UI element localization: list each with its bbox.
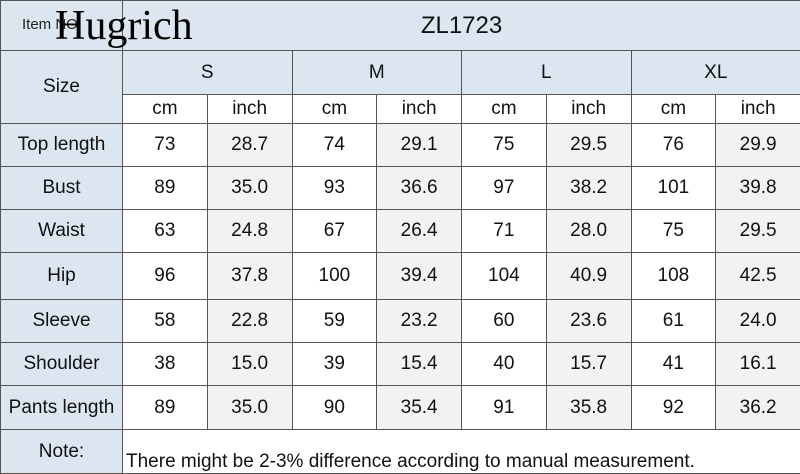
row-label: Sleeve [1, 300, 123, 343]
row-label: Bust [1, 167, 123, 210]
measurement: 29.5 [546, 124, 631, 167]
measurement: 35.8 [546, 386, 631, 430]
size-header: M [292, 51, 462, 95]
unit-header: inch [716, 95, 800, 124]
measurement: 97 [462, 167, 547, 210]
measurement: 37.8 [207, 253, 292, 300]
size-label: Size [1, 51, 123, 124]
measurement: 15.7 [546, 343, 631, 386]
measurement: 26.4 [377, 210, 462, 253]
measurement: 24.8 [207, 210, 292, 253]
measurement: 75 [631, 210, 716, 253]
measurement: 29.1 [377, 124, 462, 167]
measurement: 35.0 [207, 167, 292, 210]
unit-header: inch [207, 95, 292, 124]
measurement: 101 [631, 167, 716, 210]
measurement: 36.6 [377, 167, 462, 210]
row-label: Pants length [1, 386, 123, 430]
measurement: 28.7 [207, 124, 292, 167]
table-row: Note:There might be 2-3% difference acco… [1, 430, 800, 474]
measurement: 23.2 [377, 300, 462, 343]
size-header: L [462, 51, 632, 95]
measurement: 39 [292, 343, 377, 386]
measurement: 90 [292, 386, 377, 430]
measurement: 42.5 [716, 253, 800, 300]
measurement: 15.0 [207, 343, 292, 386]
unit-header: cm [462, 95, 547, 124]
measurement: 61 [631, 300, 716, 343]
note-text: There might be 2-3% difference according… [123, 430, 800, 474]
measurement: 40 [462, 343, 547, 386]
measurement: 75 [462, 124, 547, 167]
measurement: 22.8 [207, 300, 292, 343]
measurement: 23.6 [546, 300, 631, 343]
brand-watermark: Hugrich [55, 2, 193, 50]
note-label: Note: [1, 430, 123, 474]
measurement: 59 [292, 300, 377, 343]
measurement: 96 [123, 253, 208, 300]
measurement: 35.0 [207, 386, 292, 430]
measurement: 91 [462, 386, 547, 430]
unit-header: inch [546, 95, 631, 124]
model-number: ZL1723 [123, 1, 800, 51]
measurement: 100 [292, 253, 377, 300]
unit-header: cm [292, 95, 377, 124]
measurement: 67 [292, 210, 377, 253]
measurement: 15.4 [377, 343, 462, 386]
measurement: 38 [123, 343, 208, 386]
measurement: 60 [462, 300, 547, 343]
measurement: 39.8 [716, 167, 800, 210]
row-label: Waist [1, 210, 123, 253]
unit-header: cm [631, 95, 716, 124]
measurement: 39.4 [377, 253, 462, 300]
row-label: Shoulder [1, 343, 123, 386]
measurement: 36.2 [716, 386, 800, 430]
row-label: Top length [1, 124, 123, 167]
measurement: 38.2 [546, 167, 631, 210]
measurement: 89 [123, 386, 208, 430]
measurement: 16.1 [716, 343, 800, 386]
measurement: 71 [462, 210, 547, 253]
unit-header: cm [123, 95, 208, 124]
size-header: XL [631, 51, 800, 95]
measurement: 108 [631, 253, 716, 300]
measurement: 93 [292, 167, 377, 210]
row-label: Hip [1, 253, 123, 300]
measurement: 58 [123, 300, 208, 343]
measurement: 74 [292, 124, 377, 167]
measurement: 76 [631, 124, 716, 167]
measurement: 35.4 [377, 386, 462, 430]
measurement: 28.0 [546, 210, 631, 253]
measurement: 41 [631, 343, 716, 386]
measurement: 40.9 [546, 253, 631, 300]
measurement: 29.5 [716, 210, 800, 253]
measurement: 63 [123, 210, 208, 253]
measurement: 29.9 [716, 124, 800, 167]
unit-header: inch [377, 95, 462, 124]
measurement: 73 [123, 124, 208, 167]
measurement: 89 [123, 167, 208, 210]
measurement: 24.0 [716, 300, 800, 343]
measurement: 104 [462, 253, 547, 300]
size-header: S [123, 51, 293, 95]
measurement: 92 [631, 386, 716, 430]
